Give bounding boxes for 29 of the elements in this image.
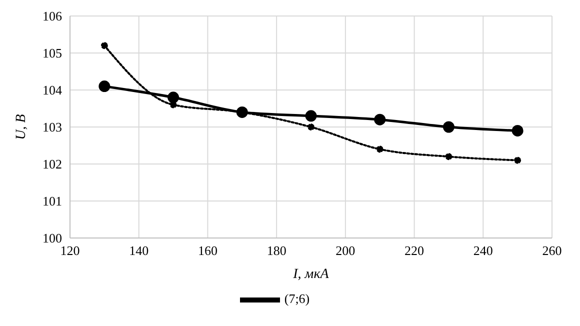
x-tick-label: 160: [198, 243, 218, 258]
y-tick-label: 105: [42, 46, 62, 61]
point: [308, 124, 314, 130]
x-tick-label: 180: [266, 243, 286, 258]
legend-label: (7;6): [284, 290, 310, 306]
point: [305, 110, 317, 122]
x-axis-title: I, мкА: [292, 267, 330, 282]
y-tick-label: 102: [42, 156, 62, 172]
point: [442, 121, 454, 133]
point: [512, 124, 524, 136]
y-axis-title: U, В: [14, 114, 29, 140]
point: [445, 153, 452, 160]
x-tick-label: 220: [404, 243, 424, 258]
x-tick-label: 260: [542, 243, 562, 258]
x-tick-label: 240: [473, 243, 493, 258]
y-tick-label: 101: [42, 194, 62, 209]
y-tick-label: 104: [42, 82, 62, 98]
x-tick-label: 140: [129, 243, 149, 258]
y-tick-label: 103: [42, 120, 62, 135]
point: [376, 146, 384, 153]
y-tick-label: 100: [42, 230, 62, 246]
point: [98, 80, 110, 92]
point: [374, 114, 386, 126]
y-tick-label: 106: [42, 8, 62, 24]
x-tick-label: 120: [60, 243, 80, 258]
point: [514, 156, 522, 164]
point: [168, 92, 180, 104]
point: [100, 42, 108, 50]
x-tick-label: 200: [336, 243, 356, 258]
